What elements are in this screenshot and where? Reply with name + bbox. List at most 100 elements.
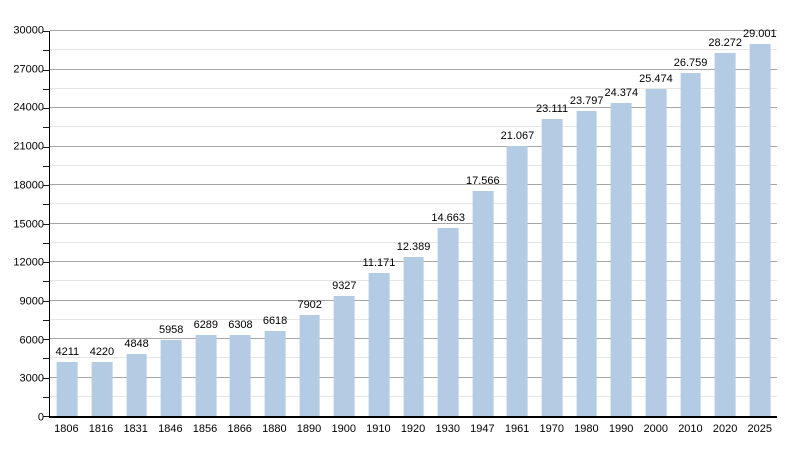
bar-value-label: 23.111 bbox=[536, 103, 569, 116]
bar-slot: 28.272 bbox=[708, 31, 743, 416]
bar bbox=[714, 53, 736, 416]
y-axis-tick bbox=[43, 108, 49, 109]
bar bbox=[610, 103, 632, 416]
y-axis-tick-label: 0 bbox=[37, 411, 44, 424]
x-axis-tick-label: 1846 bbox=[158, 423, 183, 435]
bar-value-label: 28.272 bbox=[708, 37, 743, 50]
bar bbox=[160, 339, 182, 416]
y-axis-tick-label: 12000 bbox=[13, 256, 44, 269]
bar-slot: 25.474 bbox=[639, 31, 674, 416]
bar bbox=[56, 361, 78, 416]
bar-value-label: 6289 bbox=[193, 319, 219, 332]
bar-slot: 9327 bbox=[327, 31, 362, 416]
y-axis-tick-label: 9000 bbox=[19, 295, 44, 308]
bar bbox=[507, 145, 528, 416]
x-axis-tick-label: 1910 bbox=[366, 423, 391, 435]
y-axis-tick-label: 3000 bbox=[19, 372, 44, 385]
x-axis-tick-label: 1970 bbox=[539, 423, 564, 435]
bar bbox=[680, 72, 701, 416]
bar-slot: 17.566 bbox=[466, 31, 501, 416]
minor-gridline bbox=[50, 126, 777, 128]
bar-value-label: 4220 bbox=[89, 345, 115, 358]
x-axis-tick-label: 1866 bbox=[227, 423, 252, 435]
x-axis-tick-label: 2025 bbox=[747, 423, 773, 435]
major-gridline bbox=[50, 145, 777, 147]
bar bbox=[749, 43, 771, 416]
bar-slot: 6308 bbox=[223, 31, 258, 416]
bar-value-label: 23.797 bbox=[569, 94, 604, 107]
bar-value-label: 6618 bbox=[262, 315, 288, 328]
bar-slot: 11.171 bbox=[362, 31, 397, 416]
bar-slot: 4220 bbox=[85, 31, 120, 416]
y-axis-tick-label: 6000 bbox=[19, 334, 44, 347]
bar bbox=[368, 272, 390, 416]
major-gridline bbox=[50, 68, 777, 70]
bar-value-label: 24.374 bbox=[604, 87, 639, 100]
y-axis-tick bbox=[43, 377, 49, 379]
x-axis-tick-label: 1990 bbox=[608, 423, 634, 435]
bar-slot: 6618 bbox=[258, 31, 293, 416]
y-axis-tick bbox=[43, 146, 49, 148]
y-axis-tick bbox=[43, 50, 49, 52]
y-axis-tick bbox=[43, 127, 49, 129]
bar-slot: 4848 bbox=[119, 31, 154, 416]
minor-gridline bbox=[50, 164, 777, 166]
major-gridline bbox=[50, 107, 777, 108]
bar-value-label: 4211 bbox=[55, 345, 80, 358]
bar-slot: 7902 bbox=[292, 31, 327, 416]
x-axis-tick-label: 1961 bbox=[504, 423, 530, 435]
y-axis-tick bbox=[43, 300, 49, 302]
x-axis-tick-label: 1930 bbox=[435, 423, 460, 435]
x-axis-tick-label: 2000 bbox=[643, 423, 668, 435]
minor-gridline bbox=[50, 49, 777, 51]
y-axis-tick-label: 30000 bbox=[13, 24, 44, 37]
bar-slot: 24.374 bbox=[604, 31, 639, 416]
y-axis-tick bbox=[43, 358, 49, 360]
bar-value-label: 14.663 bbox=[431, 211, 466, 224]
bar bbox=[645, 89, 667, 416]
y-axis-tick bbox=[43, 69, 49, 71]
minor-gridline bbox=[50, 203, 777, 205]
bar bbox=[264, 331, 286, 416]
y-axis-tick bbox=[43, 31, 49, 32]
x-axis-tick-label: 1816 bbox=[88, 423, 114, 435]
major-gridline bbox=[50, 184, 777, 185]
x-axis-tick-label: 1980 bbox=[574, 423, 599, 435]
x-axis-tick-label: 1880 bbox=[262, 423, 287, 435]
major-gridline bbox=[50, 222, 777, 224]
y-axis-tick bbox=[43, 319, 49, 321]
y-axis-tick bbox=[43, 339, 49, 340]
major-gridline bbox=[50, 30, 777, 31]
bar bbox=[437, 227, 459, 416]
bar-value-label: 17.566 bbox=[465, 174, 500, 187]
y-ticks-layer bbox=[43, 31, 777, 417]
bar-value-label: 7902 bbox=[297, 298, 322, 311]
x-axis-labels: 1806 1816 1831 1846 1856 1866 1880 1890 1900 1910… bbox=[49, 423, 777, 436]
x-axis-tick-label: 1890 bbox=[296, 423, 322, 435]
bar-value-label: 4848 bbox=[124, 337, 149, 350]
x-axis-tick-label: 1900 bbox=[331, 423, 356, 435]
minor-gridline bbox=[50, 241, 777, 243]
bar-value-label: 12.389 bbox=[396, 241, 431, 254]
bar-slot: 14.663 bbox=[431, 31, 466, 416]
y-axis-tick bbox=[43, 281, 49, 283]
bar-slot: 26.759 bbox=[673, 31, 708, 416]
bar-value-label: 5958 bbox=[158, 323, 184, 336]
y-axis-tick bbox=[43, 262, 49, 263]
x-axis-tick-label: 2020 bbox=[712, 423, 738, 435]
bar-slot: 4211 bbox=[50, 31, 85, 416]
bar-value-label: 25.474 bbox=[639, 73, 673, 86]
x-axis-tick-label: 1920 bbox=[400, 423, 426, 435]
bar bbox=[403, 257, 424, 416]
y-axis-tick bbox=[43, 88, 49, 90]
bar bbox=[126, 353, 147, 416]
x-axis-tick-label: 2010 bbox=[678, 423, 703, 435]
y-axis-tick bbox=[43, 204, 49, 206]
minor-gridline bbox=[50, 87, 777, 89]
y-axis-tick-label: 18000 bbox=[13, 179, 44, 192]
bars-layer: 4211 4220 4848 5958 6289 6308 6618 7902 9327 11.1… bbox=[50, 28, 777, 416]
y-axis-tick-label: 27000 bbox=[13, 63, 44, 76]
y-axis-tick bbox=[43, 185, 49, 186]
x-axis-tick-label: 1806 bbox=[54, 423, 79, 435]
